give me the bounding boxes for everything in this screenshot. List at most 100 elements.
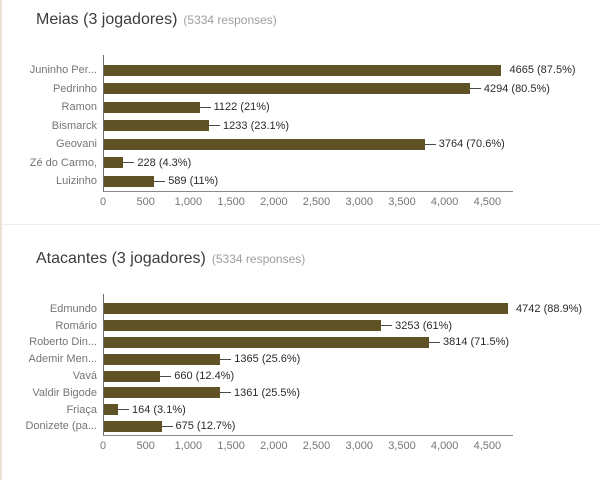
value-label: 4294 (80.5%) bbox=[483, 82, 550, 95]
chart-title: Meias (3 jogadores) bbox=[36, 11, 178, 28]
bar-chart-meias: Juninho Per... 4665 (87.5%) Pedrinho 4294 (… bbox=[0, 55, 600, 210]
plot-cell: 228 (4.3%) bbox=[103, 153, 513, 172]
x-axis: 0 500 1,000 1,500 2,000 2,500 3,000 3,500 4,000 4… bbox=[100, 190, 513, 210]
category-label: Friaça bbox=[66, 403, 97, 416]
value-label: 3814 (71.5%) bbox=[442, 336, 510, 349]
plot-cell: 1361 (25.5%) bbox=[103, 384, 513, 402]
value-label: 589 (11%) bbox=[168, 175, 219, 188]
responses-count: (5334 responses) bbox=[183, 13, 277, 27]
category-label: Juninho Per... bbox=[29, 64, 97, 77]
bar-row: Pedrinho 4294 (80.5%) bbox=[0, 79, 600, 98]
plot-top-spacer bbox=[0, 55, 600, 61]
value-label: 4665 (87.5%) bbox=[509, 64, 576, 77]
category-label: Luizinho bbox=[56, 175, 97, 188]
bar-row: Ramon 1122 (21%) bbox=[0, 98, 600, 117]
plot-cell: 1365 (25.6%) bbox=[103, 350, 513, 368]
spacer-label-cell bbox=[0, 294, 103, 301]
category-label: Roberto Din... bbox=[29, 336, 97, 349]
category-label: Edmundo bbox=[49, 302, 97, 315]
plot-cell: 4665 (87.5%) bbox=[103, 61, 576, 80]
value-annotation: 3814 (71.5%) bbox=[428, 336, 510, 349]
value-annotation: 3253 (61%) bbox=[381, 320, 452, 332]
chart-title: Atacantes (3 jogadores) bbox=[36, 249, 206, 267]
category-label: Ademir Men... bbox=[28, 353, 97, 366]
value-annotation: 589 (11%) bbox=[154, 175, 218, 187]
category-label: Geovani bbox=[56, 138, 97, 151]
bar bbox=[104, 320, 382, 332]
x-tick-label: 4,500 bbox=[473, 439, 502, 452]
leader-line bbox=[199, 106, 211, 108]
value-label: 675 (12.7%) bbox=[175, 420, 236, 433]
value-annotation: 164 (3.1%) bbox=[117, 403, 186, 416]
plot-cell: 4294 (80.5%) bbox=[103, 79, 550, 98]
bar bbox=[104, 370, 161, 382]
category-label: Bismarck bbox=[51, 119, 97, 132]
x-tick-label: 1,500 bbox=[217, 439, 245, 452]
x-tick-label: 500 bbox=[136, 195, 155, 208]
x-tick-label: 4,000 bbox=[430, 195, 459, 208]
plot-cell: 675 (12.7%) bbox=[103, 418, 513, 435]
bar-row: Donizete (pa... 675 (12.7%) bbox=[0, 418, 600, 435]
value-annotation: 660 (12.4%) bbox=[160, 370, 234, 382]
bar bbox=[104, 138, 425, 150]
value-label: 3764 (70.6%) bbox=[438, 138, 505, 151]
bar bbox=[104, 303, 509, 315]
x-tick-label: 1,000 bbox=[174, 439, 203, 452]
x-tick-label: 3,500 bbox=[388, 195, 416, 208]
value-label: 228 (4.3%) bbox=[137, 156, 192, 169]
leader-line bbox=[154, 180, 166, 182]
plot-cell: 589 (11%) bbox=[103, 172, 513, 191]
plot-cell: 3253 (61%) bbox=[103, 317, 513, 335]
value-label: 4742 (88.9%) bbox=[516, 302, 583, 315]
value-annotation: 675 (12.7%) bbox=[161, 420, 236, 433]
x-tick-label: 3,500 bbox=[388, 439, 416, 452]
page-left-border bbox=[0, 0, 2, 480]
value-label: 660 (12.4%) bbox=[174, 370, 235, 383]
spacer-label-cell bbox=[0, 55, 103, 61]
category-label: Vavá bbox=[72, 370, 97, 383]
leader-line bbox=[381, 325, 393, 327]
x-tick-label: 4,000 bbox=[430, 439, 459, 452]
bar-row: Bismarck 1233 (23.1%) bbox=[0, 116, 600, 135]
bar bbox=[104, 64, 502, 76]
plot-cell: 164 (3.1%) bbox=[103, 401, 513, 419]
plot-cell: 1122 (21%) bbox=[103, 98, 513, 117]
bar bbox=[104, 420, 162, 432]
spacer-plot-cell bbox=[103, 55, 513, 61]
bar bbox=[104, 175, 155, 187]
x-tick-label: 0 bbox=[99, 439, 107, 452]
bar-row: Zé do Carmo, 228 (4.3%) bbox=[0, 153, 600, 172]
value-annotation: 3764 (70.6%) bbox=[424, 138, 505, 151]
leader-line bbox=[123, 162, 135, 164]
bar-row: Ademir Men... 1365 (25.6%) bbox=[0, 350, 600, 368]
value-annotation: 1361 (25.5%) bbox=[219, 387, 300, 399]
category-label: Pedrinho bbox=[52, 82, 97, 95]
x-tick-label: 2,500 bbox=[302, 439, 331, 452]
value-label: 164 (3.1%) bbox=[131, 403, 186, 416]
leader-line bbox=[469, 88, 481, 90]
bar bbox=[104, 404, 118, 416]
x-tick-label: 2,500 bbox=[302, 195, 331, 208]
value-annotation: 228 (4.3%) bbox=[123, 157, 191, 169]
plot-cell: 3814 (71.5%) bbox=[103, 334, 513, 351]
bar bbox=[104, 387, 220, 399]
bar-row: Valdir Bigode 1361 (25.5%) bbox=[0, 384, 600, 402]
value-annotation: 1365 (25.6%) bbox=[220, 353, 300, 365]
x-tick-label: 2,000 bbox=[260, 195, 288, 208]
value-annotation: 1233 (23.1%) bbox=[209, 120, 289, 132]
category-label: Zé do Carmo, bbox=[29, 156, 97, 169]
value-annotation: 4294 (80.5%) bbox=[469, 82, 550, 95]
chart-section-atacantes: Atacantes (3 jogadores) (5334 responses) … bbox=[0, 225, 600, 454]
spacer-plot-cell bbox=[103, 293, 513, 301]
plot-cell: 3764 (70.6%) bbox=[103, 135, 513, 154]
bar-row: Romário 3253 (61%) bbox=[0, 317, 600, 335]
bar-row: Edmundo 4742 (88.9%) bbox=[0, 300, 600, 318]
leader-line bbox=[161, 425, 173, 427]
leader-line bbox=[220, 358, 232, 360]
bar bbox=[104, 101, 200, 113]
bar bbox=[104, 353, 221, 365]
category-label: Romário bbox=[55, 319, 97, 332]
bar-row: Vavá 660 (12.4%) bbox=[0, 367, 600, 385]
chart-section-meias: Meias (3 jogadores) (5334 responses) Juni… bbox=[0, 0, 600, 210]
